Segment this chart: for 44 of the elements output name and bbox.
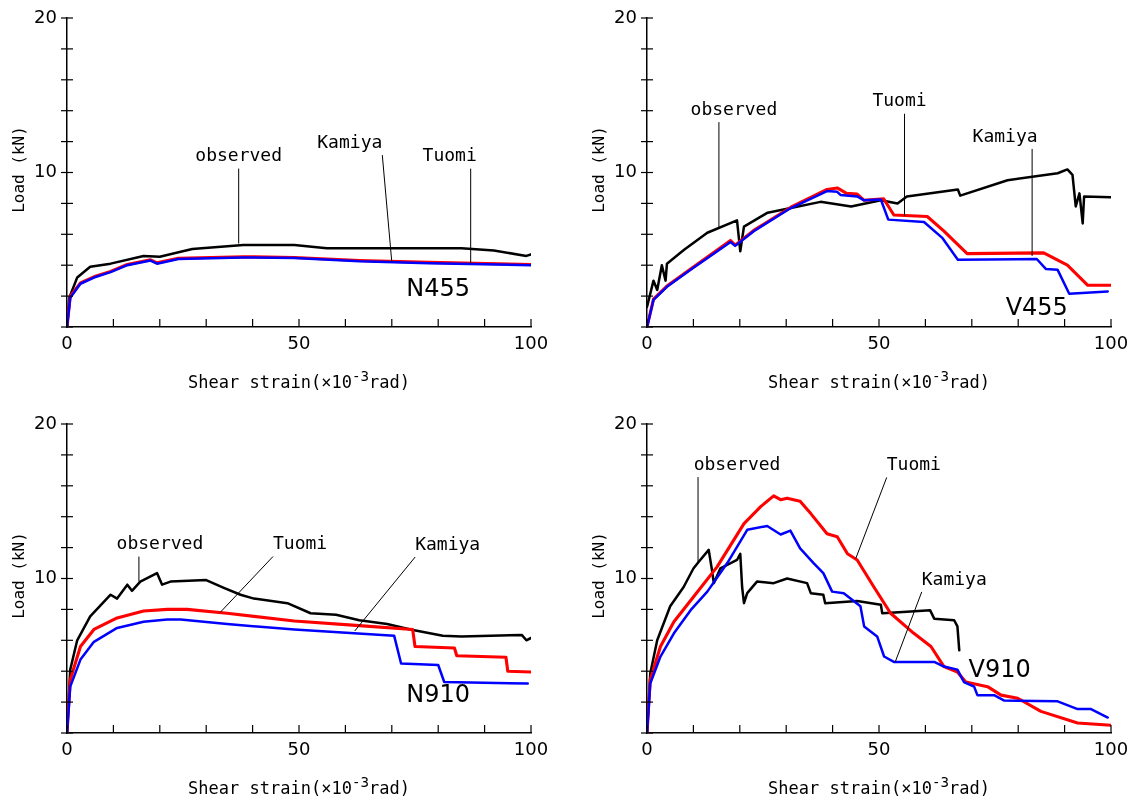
y-axis-title: Load (kN) <box>588 531 608 621</box>
annotation: Tuomi <box>422 144 477 166</box>
x-tick-label: 100 <box>513 331 549 353</box>
x-tick-label: 100 <box>1093 331 1129 353</box>
y-tick-label: 10 <box>614 160 637 182</box>
annotation: Tuomi <box>886 453 941 475</box>
x-tick-label: 50 <box>867 331 891 353</box>
y-tick-label: 10 <box>614 566 637 588</box>
y-axis-title: Load (kN) <box>8 531 28 621</box>
x-tick-label: 0 <box>61 331 73 353</box>
annotation: observed <box>690 97 778 119</box>
y-tick-label: 20 <box>614 5 637 27</box>
x-tick-label: 100 <box>513 737 549 759</box>
text: N910 <box>406 680 471 709</box>
y-tick-label: 20 <box>614 411 637 433</box>
annotation: Tuomi <box>872 89 927 111</box>
text: V455 <box>1005 292 1068 321</box>
y-tick-label: 10 <box>34 160 57 182</box>
annotation: Kamiya <box>972 124 1038 146</box>
x-tick-label: 50 <box>287 737 311 759</box>
y-tick-label: 20 <box>34 411 57 433</box>
y-axis-title: Load (kN) <box>8 125 28 215</box>
x-tick-label: 0 <box>641 331 653 353</box>
text: N455 <box>406 274 471 303</box>
annotation: Kamiya <box>317 130 383 152</box>
annotation: observed <box>116 532 204 554</box>
x-tick-label: 50 <box>287 331 311 353</box>
x-tick-label: 100 <box>1093 737 1129 759</box>
text: V910 <box>968 655 1031 684</box>
x-axis-title: Shear strain(×10$^{-3}$rad) <box>767 368 991 392</box>
x-tick-label: 0 <box>641 737 653 759</box>
x-axis-title: Shear strain(×10$^{-3}$rad) <box>767 774 991 798</box>
x-tick-label: 50 <box>867 737 891 759</box>
annotation: Kamiya <box>921 567 987 589</box>
annotation: Kamiya <box>415 532 481 554</box>
y-axis-title: Load (kN) <box>588 125 608 215</box>
x-axis-title: Shear strain(×10$^{-3}$rad) <box>187 774 411 798</box>
annotation: observed <box>693 452 781 474</box>
x-axis-title: Shear strain(×10$^{-3}$rad) <box>187 368 411 392</box>
annotation: observed <box>195 144 283 166</box>
x-tick-label: 0 <box>61 737 73 759</box>
y-tick-label: 10 <box>34 566 57 588</box>
y-tick-label: 20 <box>34 5 57 27</box>
annotation: Tuomi <box>273 532 328 554</box>
